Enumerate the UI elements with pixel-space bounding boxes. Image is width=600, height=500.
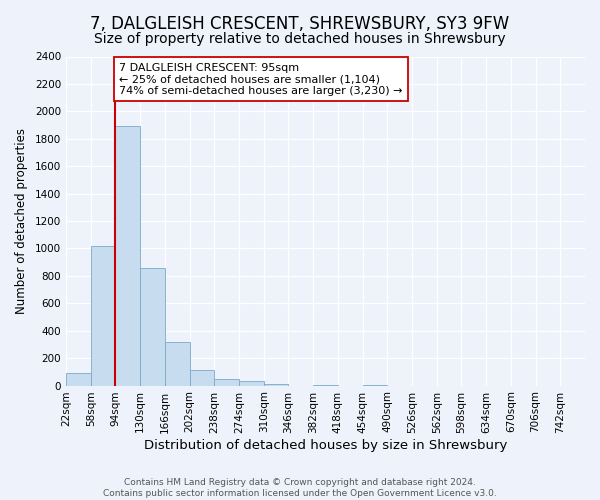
Text: 7 DALGLEISH CRESCENT: 95sqm
← 25% of detached houses are smaller (1,104)
74% of : 7 DALGLEISH CRESCENT: 95sqm ← 25% of det… <box>119 62 403 96</box>
Bar <box>66 373 91 386</box>
Y-axis label: Number of detached properties: Number of detached properties <box>15 128 28 314</box>
Bar <box>214 378 239 386</box>
Bar <box>239 381 264 386</box>
Bar <box>362 385 388 386</box>
Text: Contains HM Land Registry data © Crown copyright and database right 2024.
Contai: Contains HM Land Registry data © Crown c… <box>103 478 497 498</box>
Bar <box>165 342 190 386</box>
Bar <box>140 268 165 386</box>
Bar <box>313 385 338 386</box>
Text: Size of property relative to detached houses in Shrewsbury: Size of property relative to detached ho… <box>94 32 506 46</box>
Bar <box>264 384 289 386</box>
Bar <box>115 126 140 386</box>
X-axis label: Distribution of detached houses by size in Shrewsbury: Distribution of detached houses by size … <box>144 440 507 452</box>
Text: 7, DALGLEISH CRESCENT, SHREWSBURY, SY3 9FW: 7, DALGLEISH CRESCENT, SHREWSBURY, SY3 9… <box>91 15 509 33</box>
Bar <box>190 370 214 386</box>
Bar <box>91 246 115 386</box>
